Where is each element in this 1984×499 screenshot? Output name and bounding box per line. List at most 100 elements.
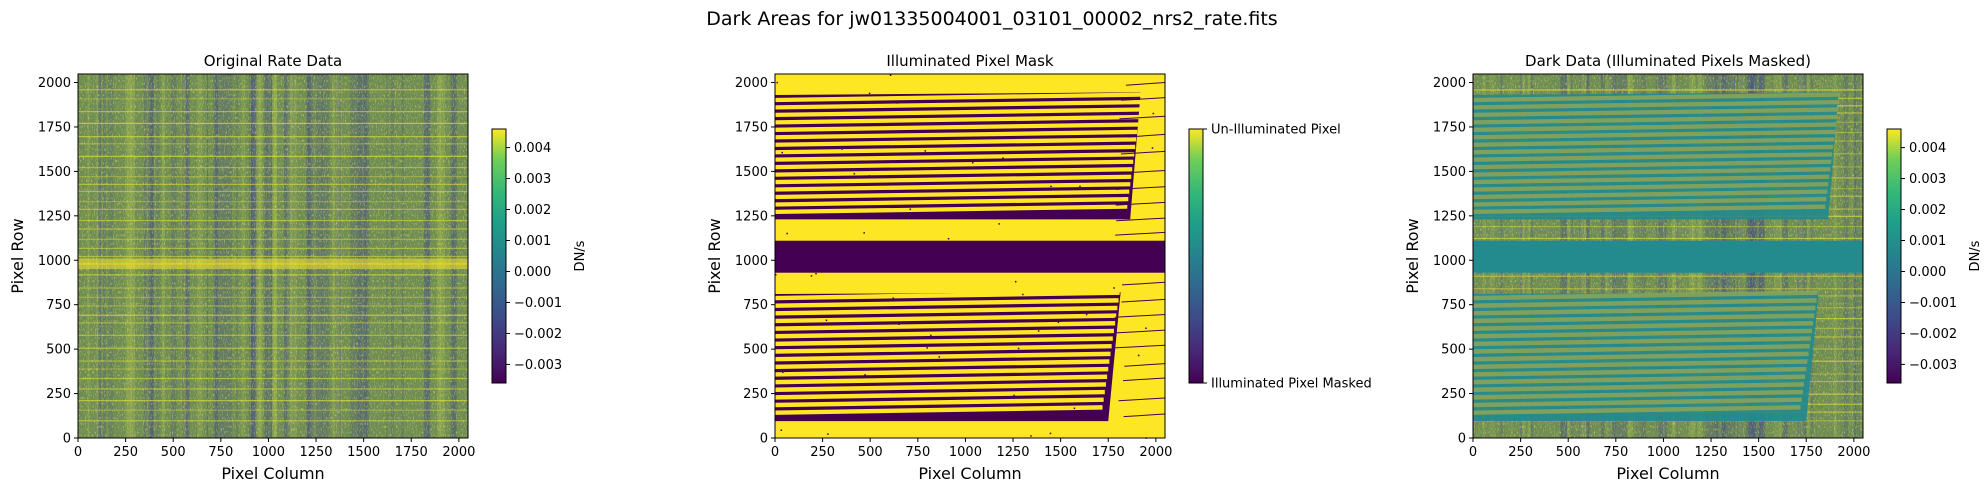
edge-line: [1125, 82, 1166, 86]
upper-slit-gap: [775, 129, 1138, 140]
unmasked-lower-gap: [1473, 397, 1802, 408]
speckle: [864, 374, 866, 376]
upper-slit-gap: [775, 92, 1143, 103]
edge-line: [1116, 217, 1166, 222]
colorbar-tick-label: 0.000: [1909, 265, 1946, 280]
unmasked-lower-gap: [1473, 382, 1804, 392]
y-tick-label: 1000: [735, 254, 768, 269]
plot-frame: [774, 73, 1166, 439]
colorbar-tick-label: 0.000: [514, 265, 551, 280]
row-streak: [78, 347, 468, 349]
colorbar: 0.004 0.003 0.002 0.001 0.000 −0.001 −0.002 −0.…: [491, 128, 588, 384]
colorbar-tick-label: 0.004: [1909, 141, 1946, 156]
unmasked-lower-gap: [1473, 343, 1810, 354]
y-tick-label: 1250: [735, 209, 768, 224]
speckle: [863, 232, 865, 234]
speckle: [1070, 413, 1072, 416]
row-streak: [78, 136, 468, 138]
panel-title: Dark Data (Illuminated Pixels Masked): [1525, 52, 1811, 70]
colorbar-tick-label: Un-Illuminated Pixel: [1211, 123, 1341, 138]
upper-slit-gap: [775, 196, 1129, 207]
speckle: [1002, 157, 1004, 159]
upper-slit-gap: [775, 159, 1134, 170]
y-tick-label: 1000: [38, 254, 71, 269]
row-streak: [78, 296, 468, 298]
speckle: [1066, 121, 1068, 124]
edge-line: [1118, 169, 1166, 174]
axes: 0 250 500 750 1000 1250 1500 1750 2000 0 250 500 750…: [1403, 52, 1870, 483]
row-streak: [78, 89, 468, 91]
upper-slit-gap: [775, 204, 1128, 215]
unmasked-upper-gap: [1473, 99, 1840, 110]
row-streak: [78, 322, 468, 324]
speckle: [954, 122, 957, 125]
speckle: [1013, 394, 1015, 397]
x-tick-label: 1250: [299, 445, 332, 460]
row-streak: [78, 305, 468, 307]
row-streak: [78, 360, 468, 362]
colorbar-tick-label: −0.002: [1909, 327, 1957, 342]
speckle: [938, 356, 941, 358]
panel-illuminated-pixel-mask: 0 250 500 750 1000 1250 1500 1750 2000 0 250 500 750…: [705, 52, 1372, 483]
speckle: [810, 275, 813, 277]
speckle: [1128, 186, 1130, 189]
speckle: [786, 257, 788, 259]
speckle: [815, 272, 817, 275]
unmasked-lower-gap: [1473, 328, 1812, 339]
y-tick-label: 0: [1458, 432, 1466, 447]
axes: 0 250 500 750 1000 1250 1500 1750 2000 0 250 500 750…: [8, 52, 475, 483]
speckle: [1037, 330, 1040, 332]
x-tick-label: 0: [1469, 445, 1477, 460]
y-tick-label: 2000: [1433, 76, 1466, 91]
unmasked-upper-gap: [1473, 114, 1838, 125]
lower-slit-gap: [775, 397, 1104, 408]
speckle: [1022, 293, 1024, 296]
edge-line: [1119, 115, 1166, 120]
colorbar-tick-label: 0.002: [514, 203, 551, 218]
colorbar: 0.004 0.003 0.002 0.001 0.000 −0.001 −0.002 −0.…: [1886, 128, 1983, 384]
upper-slit-gap: [775, 174, 1132, 185]
upper-slit-gap: [775, 189, 1130, 200]
upper-slit-gap: [775, 99, 1142, 110]
y-tick-label: 750: [743, 298, 768, 313]
unmasked-lower-gap: [1473, 336, 1811, 347]
plot-frame: [77, 73, 469, 439]
row-streak: [78, 190, 468, 193]
x-tick-label: 2000: [442, 445, 475, 460]
masked-central-band: [1473, 240, 1863, 273]
row-streak: [78, 314, 468, 316]
x-tick-label: 1000: [252, 445, 285, 460]
panel-dark-data-masked: 0 250 500 750 1000 1250 1500 1750 2000 0 250 500 750…: [1403, 52, 1983, 483]
row-streak: [78, 143, 468, 145]
speckle: [825, 319, 828, 322]
colorbar-gradient: [1188, 128, 1204, 384]
unmasked-upper-gap: [1473, 159, 1832, 170]
x-tick-label: 1750: [395, 445, 428, 460]
speckle: [909, 208, 912, 211]
unmasked-upper-gap: [1473, 129, 1836, 140]
row-streak: [78, 400, 468, 402]
colorbar-tick-label: 0.001: [1909, 234, 1946, 249]
edge-line: [1118, 397, 1166, 402]
lower-slit-gap: [775, 382, 1106, 392]
upper-slit-gap: [775, 114, 1140, 125]
row-streak: [78, 247, 468, 249]
edge-line: [1115, 231, 1166, 236]
x-tick-label: 1500: [1742, 445, 1775, 460]
central-dark-band: [775, 240, 1165, 273]
y-tick-label: 250: [743, 387, 768, 402]
y-axis-label: Pixel Row: [705, 218, 724, 293]
row-streak: [78, 388, 468, 390]
y-tick-label: 0: [760, 432, 768, 447]
y-tick-label: 1500: [735, 165, 768, 180]
x-tick-label: 750: [208, 445, 233, 460]
speckle: [1079, 185, 1081, 188]
speckle: [930, 334, 932, 337]
unmasked-lower-gap: [1473, 290, 1818, 301]
y-tick-label: 750: [46, 298, 71, 313]
axes: 0 250 500 750 1000 1250 1500 1750 2000 0 250 500 750…: [705, 52, 1172, 483]
edge-line: [1121, 97, 1166, 101]
row-streak: [78, 334, 468, 336]
row-streak: [78, 238, 468, 240]
